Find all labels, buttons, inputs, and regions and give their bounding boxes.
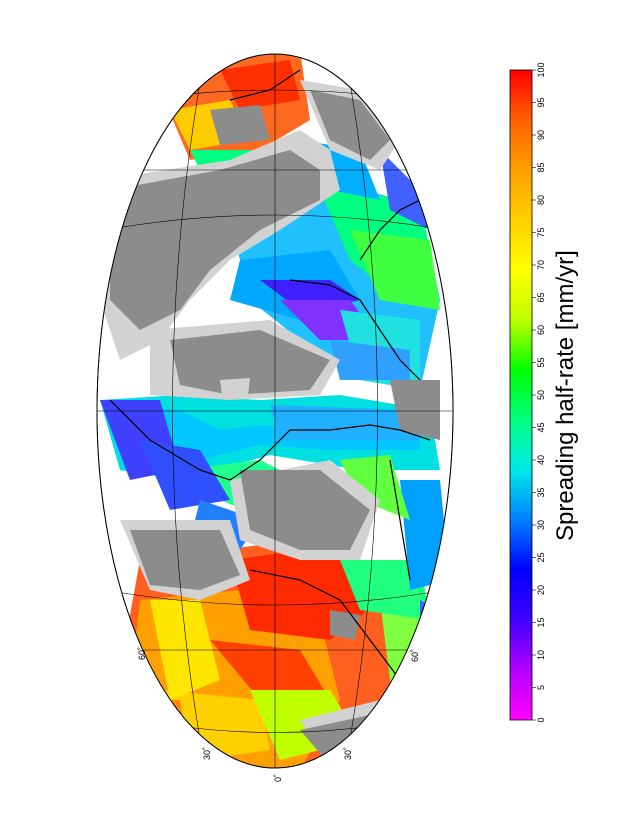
colorbar-tick-label: 75 <box>536 227 546 237</box>
colorbar-tick-label: 90 <box>536 130 546 140</box>
lon-label-right-60: 60˚ <box>410 649 420 662</box>
colorbar-tick-label: 55 <box>536 357 546 367</box>
colorbar-tick-label: 95 <box>536 97 546 107</box>
colorbar-tick-label: 80 <box>536 195 546 205</box>
graticule <box>97 54 453 768</box>
colorbar-tick-label: 35 <box>536 487 546 497</box>
colorbar-tick-label: 60 <box>536 325 546 335</box>
colorbar-title: Spreading half-rate [mm/yr] <box>552 250 579 541</box>
colorbar-tick-label: 100 <box>536 62 546 77</box>
colorbar-gradient <box>509 69 533 721</box>
colorbar-tick-label: 40 <box>536 455 546 465</box>
colorbar-tick-label: 50 <box>536 390 546 400</box>
lon-label-left-60: 60˚ <box>137 647 147 660</box>
colorbar-tick-label: 25 <box>536 552 546 562</box>
colorbar: 0 5 10 15 20 25 30 35 40 45 50 55 60 65 70 75 80 85 90 95 10… <box>509 62 579 723</box>
lon-label-right-30: 30˚ <box>343 747 353 760</box>
lon-label-left-30: 30˚ <box>202 747 212 760</box>
colorbar-tick-label: 0 <box>536 717 546 722</box>
colorbar-tick-label: 30 <box>536 520 546 530</box>
colorbar-tick-label: 65 <box>536 292 546 302</box>
colorbar-tick-label: 5 <box>536 685 546 690</box>
colorbar-tick-label: 70 <box>536 260 546 270</box>
colorbar-ticks: 0 5 10 15 20 25 30 35 40 45 50 55 60 65 70 75 80 85 90 95 10… <box>532 62 546 723</box>
globe-outline <box>96 53 454 769</box>
lon-label-0: 0˚ <box>273 774 283 782</box>
graticule-labels: 60˚ 30˚ 0˚ 30˚ 60˚ <box>137 647 420 782</box>
colorbar-tick-label: 15 <box>536 617 546 627</box>
colorbar-tick-label: 45 <box>536 422 546 432</box>
colorbar-tick-label: 20 <box>536 585 546 595</box>
colorbar-tick-label: 85 <box>536 162 546 172</box>
world-map <box>96 53 454 769</box>
colorbar-tick-label: 10 <box>536 650 546 660</box>
